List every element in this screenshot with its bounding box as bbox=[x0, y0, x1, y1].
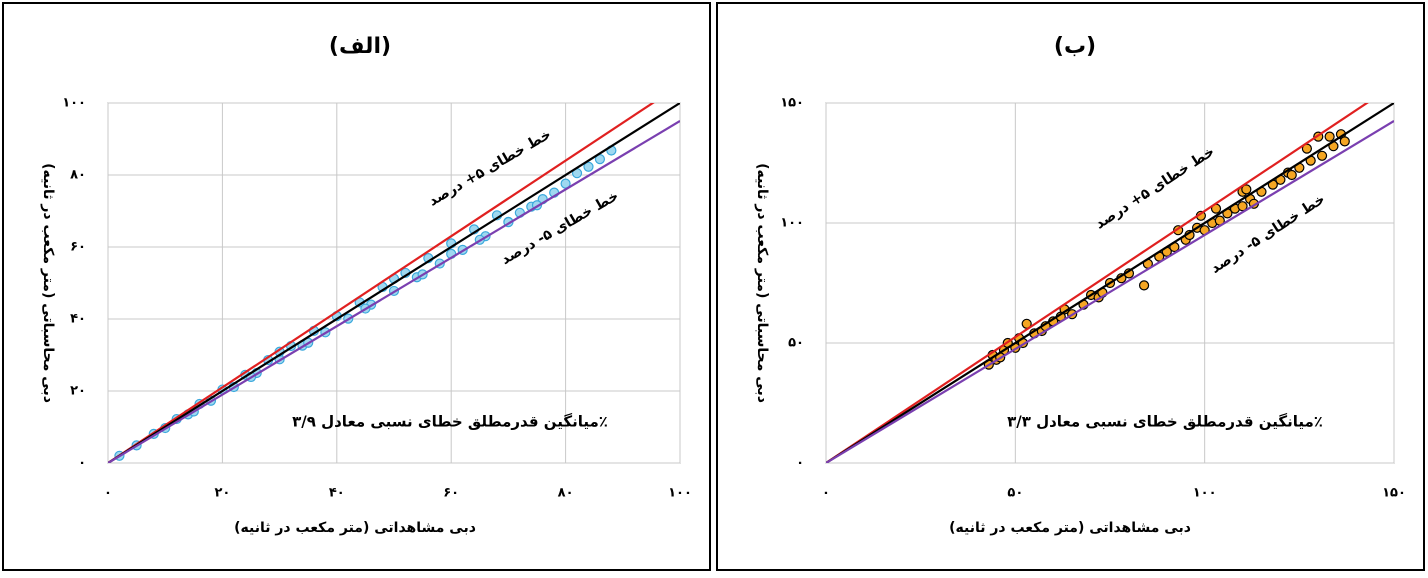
data-point bbox=[1324, 131, 1335, 142]
x-tick-label: ۱۰۰ bbox=[668, 486, 692, 501]
annotation: خط خطای ۵+ درصد bbox=[426, 126, 554, 209]
x-tick-label: ۱۵۰ bbox=[1382, 486, 1406, 501]
y-tick-label: ۰ bbox=[78, 456, 86, 471]
y-tick-label: ۵۰ bbox=[788, 336, 804, 351]
x-tick-label: ۰ bbox=[822, 486, 830, 501]
x-tick-label: ۲۰ bbox=[214, 486, 230, 501]
annotation: خط خطای ۵- درصد bbox=[1208, 191, 1328, 277]
data-point bbox=[1339, 136, 1350, 147]
data-point bbox=[1241, 184, 1252, 195]
y-tick-label: ۱۵۰ bbox=[780, 96, 804, 111]
data-point bbox=[1316, 150, 1328, 161]
reference-line bbox=[108, 103, 655, 463]
data-point bbox=[1237, 201, 1248, 212]
y-tick-label: ۰ bbox=[796, 456, 804, 471]
x-tick-label: ۶۰ bbox=[443, 486, 459, 501]
annotation: میانگین قدرمطلق خطای نسبی معادل ۳/۳٪ bbox=[1007, 413, 1323, 431]
data-point bbox=[1138, 280, 1150, 291]
data-point bbox=[1286, 169, 1297, 181]
y-tick-label: ۴۰ bbox=[70, 312, 86, 327]
chart-title: (الف) bbox=[329, 34, 391, 59]
reference-line bbox=[826, 120, 1394, 463]
annotation: خط خطای ۵- درصد bbox=[499, 188, 622, 268]
x-tick-label: ۸۰ bbox=[558, 486, 574, 501]
y-tick-label: ۶۰ bbox=[70, 240, 86, 255]
clip-group bbox=[108, 103, 680, 463]
y-tick-label: ۱۰۰ bbox=[780, 216, 804, 231]
reference-line bbox=[108, 103, 680, 463]
x-axis-label: دبی مشاهداتی (متر مکعب در ثانیه) bbox=[234, 520, 476, 536]
reference-line bbox=[108, 120, 680, 463]
y-tick-label: ۸۰ bbox=[70, 168, 86, 183]
reference-line bbox=[826, 103, 1394, 463]
y-axis-label: دبی محاسباتی (متر مکعب در ثانیه) bbox=[754, 163, 770, 403]
y-tick-label: ۲۰ bbox=[70, 384, 86, 399]
reference-line bbox=[826, 103, 1369, 463]
x-axis-label: دبی مشاهداتی (متر مکعب در ثانیه) bbox=[949, 520, 1191, 536]
x-tick-label: ۵۰ bbox=[1007, 486, 1023, 501]
x-tick-label: ۰ bbox=[104, 486, 112, 501]
x-tick-label: ۱۰۰ bbox=[1193, 486, 1217, 501]
annotation: میانگین قدرمطلق خطای نسبی معادل ۳/۹٪ bbox=[292, 413, 608, 431]
clip-group bbox=[826, 103, 1394, 463]
y-axis-label: دبی محاسباتی (متر مکعب در ثانیه) bbox=[40, 163, 56, 403]
y-tick-label: ۱۰۰ bbox=[62, 96, 86, 111]
x-tick-label: ۴۰ bbox=[329, 486, 345, 501]
chart-title: (ب) bbox=[1054, 34, 1096, 59]
data-point bbox=[583, 161, 594, 172]
panel-border bbox=[716, 2, 1425, 571]
panel-border bbox=[2, 2, 711, 571]
